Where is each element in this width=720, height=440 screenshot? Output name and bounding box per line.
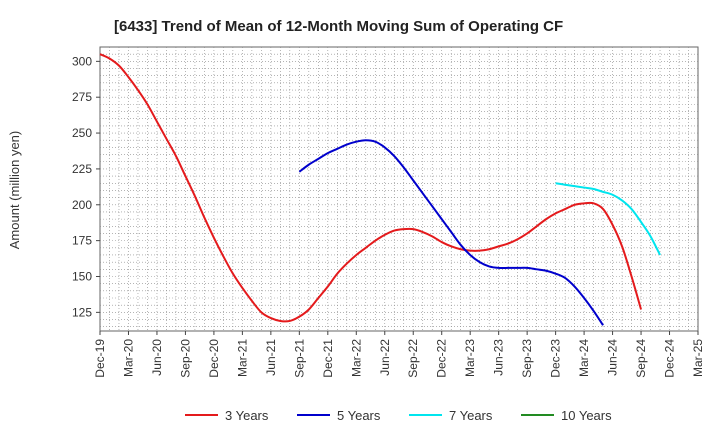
x-tick-label: Jun-20 <box>150 339 164 376</box>
legend-label: 7 Years <box>449 408 493 423</box>
x-tick-label: Jun-24 <box>606 339 620 376</box>
y-tick-label: 125 <box>72 305 92 319</box>
y-tick-label: 150 <box>72 269 92 283</box>
legend: 3 Years 5 Years 7 Years 10 Years <box>185 408 612 423</box>
x-tick-label: Dec-23 <box>549 339 563 378</box>
x-axis-ticks: Dec-19 Mar-20 Jun-20 Sep-20 Dec-20 Mar-21 Jun-… <box>93 331 705 378</box>
x-tick-label: Mar-21 <box>235 339 249 377</box>
x-tick-label: Mar-22 <box>349 339 363 377</box>
series-line-5-years <box>298 139 604 326</box>
y-tick-label: 250 <box>72 126 92 140</box>
x-tick-label: Sep-20 <box>178 339 192 378</box>
x-tick-label: Jun-21 <box>264 339 278 376</box>
y-tick-label: 300 <box>72 54 92 68</box>
x-tick-label: Sep-21 <box>292 339 306 378</box>
x-tick-label: Jun-23 <box>492 339 506 376</box>
series-line-3-years <box>99 53 643 323</box>
y-tick-label: 200 <box>72 198 92 212</box>
y-axis-label: Amount (million yen) <box>7 131 22 250</box>
chart-title: [6433] Trend of Mean of 12-Month Moving … <box>114 18 563 35</box>
x-tick-label: Dec-22 <box>435 339 449 378</box>
y-tick-label: 225 <box>72 162 92 176</box>
legend-label: 10 Years <box>561 408 612 423</box>
grid-lines <box>100 47 698 331</box>
x-tick-label: Sep-22 <box>406 339 420 378</box>
x-tick-label: Dec-20 <box>207 339 221 378</box>
x-tick-label: Sep-24 <box>634 339 648 378</box>
x-tick-label: Sep-23 <box>520 339 534 378</box>
legend-label: 5 Years <box>337 408 381 423</box>
x-tick-label: Dec-19 <box>93 339 107 378</box>
x-tick-label: Mar-23 <box>463 339 477 377</box>
x-tick-label: Jun-22 <box>378 339 392 376</box>
y-tick-label: 175 <box>72 234 92 248</box>
x-tick-label: Dec-21 <box>321 339 335 378</box>
x-tick-label: Dec-24 <box>663 339 677 378</box>
y-tick-label: 275 <box>72 90 92 104</box>
series-layer <box>99 53 661 326</box>
legend-label: 3 Years <box>225 408 269 423</box>
y-axis-ticks: 125 150 175 200 225 250 275 300 <box>72 54 100 319</box>
x-tick-label: Mar-25 <box>691 339 705 377</box>
x-tick-label: Mar-24 <box>577 339 591 377</box>
series-line-7-years <box>555 182 661 256</box>
plot-area <box>99 46 699 332</box>
x-tick-label: Mar-20 <box>121 339 135 377</box>
